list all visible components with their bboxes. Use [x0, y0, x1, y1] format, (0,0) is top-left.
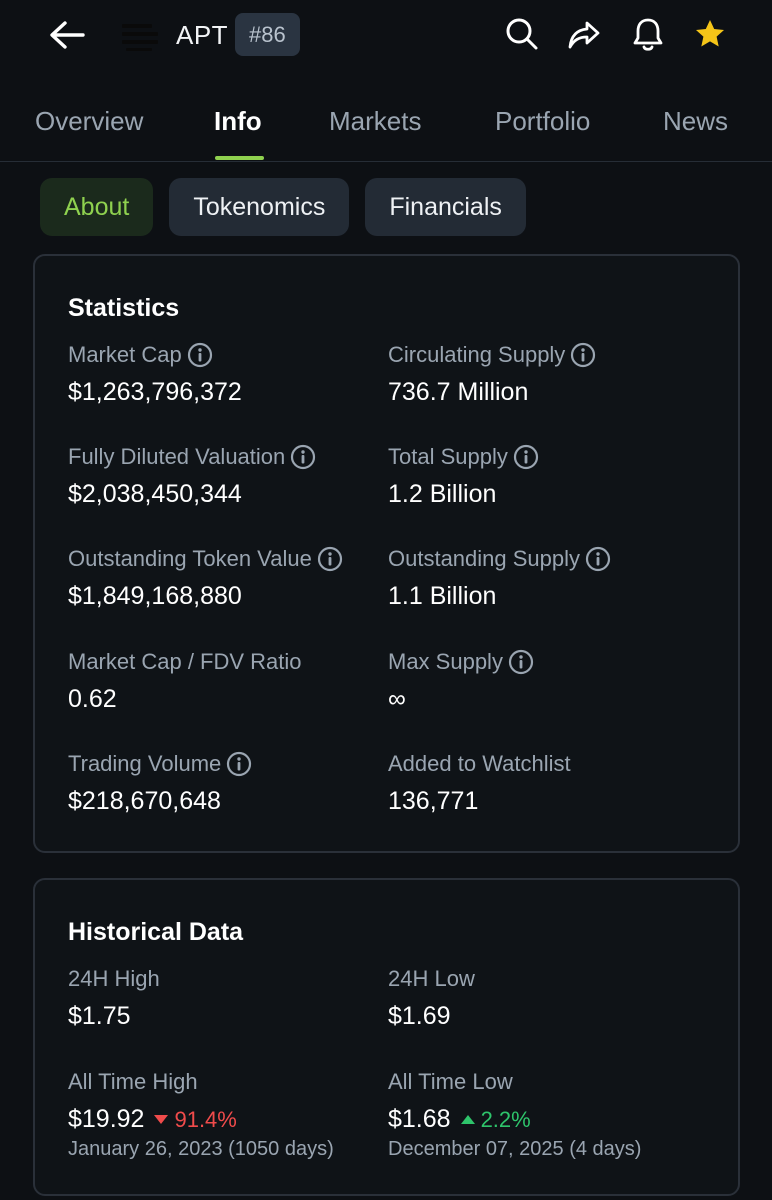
stat-value: 1.2 Billion [388, 480, 497, 508]
stat-value: $1.75 [68, 1002, 131, 1030]
notification-button[interactable] [628, 14, 668, 54]
statistics-title: Statistics [68, 294, 180, 322]
atl-date: December 07, 2025 (4 days) [388, 1138, 642, 1160]
search-icon [506, 18, 538, 50]
sub-tabs: About Tokenomics Financials [40, 178, 526, 238]
historical-data-card: Historical Data 24H High $1.75 24H Low $… [33, 878, 740, 1196]
stat-label: Added to Watchlist [388, 751, 571, 776]
stat-value: ∞ [388, 685, 406, 713]
stat-outstanding-token-value: Outstanding Token Value $1,849,168,880 [68, 544, 368, 611]
active-tab-indicator [215, 156, 264, 160]
subtab-about[interactable]: About [40, 178, 154, 236]
stat-label: Circulating Supply [388, 342, 566, 367]
ath-date: January 26, 2023 (1050 days) [68, 1138, 334, 1160]
search-button[interactable] [502, 14, 542, 54]
ath-change-value: 91.4% [174, 1106, 237, 1132]
stat-value: $218,670,648 [68, 787, 221, 815]
back-arrow-icon [50, 21, 85, 49]
tab-news[interactable]: News [663, 106, 729, 136]
tab-markets[interactable]: Markets [329, 106, 422, 136]
stat-value: 1.1 Billion [388, 582, 497, 610]
bell-icon [633, 18, 663, 51]
stat-outstanding-supply: Outstanding Supply 1.1 Billion [388, 544, 688, 611]
main-tabs: Overview Info Markets Portfolio News [0, 86, 772, 162]
stat-all-time-low: All Time Low $1.68 2.2% December 07, 202… [388, 1067, 688, 1161]
stat-label: Outstanding Token Value [68, 546, 312, 571]
stat-value: 136,771 [388, 787, 479, 815]
info-icon[interactable] [570, 342, 596, 368]
stat-label: Total Supply [388, 444, 508, 469]
top-bar: APT #86 [0, 0, 772, 72]
stat-market-cap: Market Cap $1,263,796,372 [68, 340, 368, 407]
stat-trading-volume: Trading Volume $218,670,648 [68, 749, 368, 816]
atl-change: 2.2% [460, 1106, 531, 1133]
ath-change: 91.4% [154, 1106, 237, 1133]
tab-info[interactable]: Info [214, 106, 262, 136]
stat-value: $1,263,796,372 [68, 378, 242, 406]
coin-symbol: APT [176, 20, 229, 50]
stat-label: Market Cap / FDV Ratio [68, 649, 302, 674]
stat-value: $1,849,168,880 [68, 582, 242, 610]
rank-badge: #86 [235, 13, 300, 56]
stat-label: 24H Low [388, 966, 475, 991]
stat-24h-high: 24H High $1.75 [68, 964, 368, 1031]
stat-all-time-high: All Time High $19.92 91.4% January 26, 2… [68, 1067, 368, 1161]
stat-value: $19.92 [68, 1105, 145, 1133]
tab-portfolio[interactable]: Portfolio [495, 106, 591, 136]
info-icon[interactable] [290, 444, 316, 470]
stat-label: Max Supply [388, 649, 503, 674]
stat-label: Fully Diluted Valuation [68, 444, 286, 469]
stat-circulating-supply: Circulating Supply 736.7 Million [388, 340, 688, 407]
stat-label: All Time High [68, 1069, 198, 1094]
atl-change-value: 2.2% [480, 1106, 531, 1132]
stat-value: 0.62 [68, 685, 117, 713]
stat-added-to-watchlist: Added to Watchlist 136,771 [388, 749, 688, 816]
tab-overview[interactable]: Overview [35, 106, 144, 136]
info-icon[interactable] [317, 546, 343, 572]
triangle-down-icon [154, 1114, 169, 1124]
stat-fully-diluted-valuation: Fully Diluted Valuation $2,038,450,344 [68, 442, 368, 509]
stat-value: 736.7 Million [388, 378, 529, 406]
statistics-card: Statistics Market Cap $1,263,796,372 Cir… [33, 254, 740, 853]
share-icon [568, 21, 600, 49]
subtab-financials[interactable]: Financials [365, 178, 526, 236]
star-icon [696, 20, 724, 47]
stat-24h-low: 24H Low $1.69 [388, 964, 688, 1031]
back-button[interactable] [44, 14, 90, 56]
info-icon[interactable] [508, 649, 534, 675]
stat-label: Trading Volume [68, 751, 222, 776]
stat-label: Outstanding Supply [388, 546, 581, 571]
subtab-tokenomics[interactable]: Tokenomics [169, 178, 350, 236]
stat-value: $2,038,450,344 [68, 480, 242, 508]
stat-market-cap-fdv-ratio: Market Cap / FDV Ratio 0.62 [68, 647, 368, 714]
stat-value: $1.68 [388, 1105, 451, 1133]
apt-logo-icon [116, 12, 164, 60]
stat-label: Market Cap [68, 342, 182, 367]
info-icon[interactable] [187, 342, 213, 368]
stat-label: All Time Low [388, 1069, 513, 1094]
stat-max-supply: Max Supply ∞ [388, 647, 688, 714]
info-icon[interactable] [513, 444, 539, 470]
stat-label: 24H High [68, 966, 160, 991]
share-button[interactable] [564, 14, 604, 54]
info-icon[interactable] [585, 546, 611, 572]
info-icon[interactable] [226, 751, 252, 777]
stat-total-supply: Total Supply 1.2 Billion [388, 442, 688, 509]
historical-data-title: Historical Data [68, 918, 244, 946]
stat-value: $1.69 [388, 1002, 451, 1030]
watchlist-star-button[interactable] [690, 14, 730, 54]
triangle-up-icon [460, 1114, 475, 1124]
